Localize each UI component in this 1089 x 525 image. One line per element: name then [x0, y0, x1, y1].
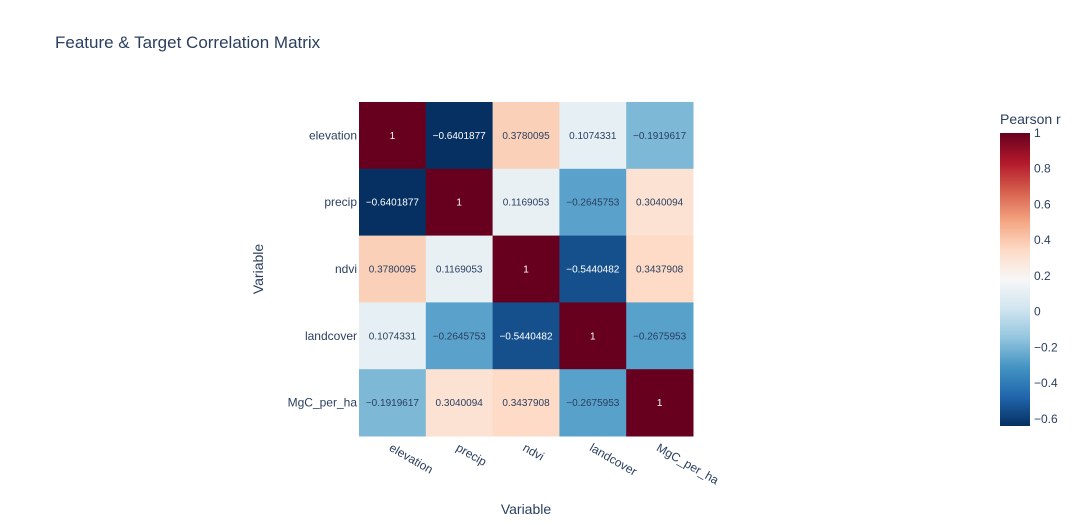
heatmap-cell[interactable]	[559, 302, 627, 370]
cell-value-label: 0.1074331	[369, 331, 417, 342]
x-tick-label: elevation	[387, 440, 436, 476]
cell-value-label: 1	[657, 398, 663, 409]
cell-value-label: 0.3437908	[502, 398, 550, 409]
heatmap-cell[interactable]	[359, 102, 427, 170]
x-tick-label: precip	[454, 440, 490, 469]
x-tick-label: ndvi	[521, 440, 547, 463]
colorbar-ticks: 1 0.8 0.6 0.4 0.2 0 −0.2 −0.4 −0.6	[1034, 126, 1058, 426]
cell-value-label: −0.2675953	[633, 331, 687, 342]
colorbar-tick-label: 0.8	[1034, 162, 1051, 176]
heatmap-cell[interactable]	[492, 168, 560, 237]
x-axis-ticks: elevation precip ndvi landcover MgC_per_ha	[387, 440, 722, 487]
cell-value-label: 0.3780095	[369, 265, 417, 276]
cell-value-label: 0.3040094	[436, 398, 484, 409]
heatmap-cell[interactable]	[559, 369, 627, 437]
cell-value-label: −0.2675953	[566, 398, 620, 409]
y-axis-ticks: elevation precip ndvi landcover MgC_per_ha	[288, 128, 358, 409]
heatmap-cell[interactable]	[492, 369, 560, 437]
colorbar-tick-label: −0.2	[1034, 340, 1058, 354]
heatmap-cell[interactable]	[626, 168, 694, 237]
y-tick-label: precip	[324, 195, 357, 209]
heatmap-cells	[359, 102, 694, 437]
colorbar-tick-label: −0.4	[1034, 376, 1058, 390]
heatmap-cell[interactable]	[492, 102, 560, 170]
cell-value-label: 0.1074331	[569, 131, 617, 142]
heatmap-cell[interactable]	[559, 168, 627, 237]
y-axis-title: Variable	[250, 244, 266, 295]
heatmap-cell[interactable]	[425, 302, 494, 370]
heatmap-cell[interactable]	[492, 235, 560, 303]
heatmap-cell-labels: 1 −0.6401877 0.3780095 0.1074331 −0.1919617 −…	[366, 131, 687, 409]
colorbar-gradient	[1000, 133, 1030, 426]
cell-value-label: 1	[456, 198, 462, 209]
x-tick-label: landcover	[587, 440, 639, 478]
heatmap-cell[interactable]	[425, 102, 494, 170]
heatmap-cell[interactable]	[359, 235, 427, 303]
cell-value-label: −0.5440482	[566, 265, 620, 276]
x-tick-label: MgC_per_ha	[654, 440, 721, 487]
cell-value-label: −0.2645753	[433, 331, 487, 342]
cell-value-label: −0.6401877	[433, 131, 487, 142]
heatmap-cell[interactable]	[425, 369, 494, 437]
heatmap-cell[interactable]	[626, 102, 694, 170]
heatmap-cell[interactable]	[626, 369, 694, 437]
colorbar-tick-label: −0.6	[1034, 412, 1058, 426]
cell-value-label: −0.1919617	[633, 131, 687, 142]
heatmap-cell[interactable]	[359, 168, 427, 237]
heatmap-cell[interactable]	[559, 235, 627, 303]
colorbar-title: Pearson r	[1000, 111, 1061, 127]
colorbar-tick-label: 0.2	[1034, 269, 1051, 283]
cell-value-label: 1	[390, 131, 396, 142]
chart-title: Feature & Target Correlation Matrix	[55, 33, 321, 52]
cell-value-label: −0.1919617	[366, 398, 420, 409]
heatmap-cell[interactable]	[492, 302, 560, 370]
cell-value-label: 0.3040094	[636, 198, 684, 209]
y-tick-label: ndvi	[335, 262, 357, 276]
cell-value-label: 0.3780095	[502, 131, 550, 142]
y-tick-label: landcover	[305, 329, 357, 343]
cell-value-label: 0.1169053	[503, 198, 550, 209]
cell-value-label: −0.2645753	[566, 198, 620, 209]
y-tick-label: MgC_per_ha	[288, 396, 358, 410]
x-axis-title: Variable	[501, 501, 552, 517]
colorbar-tick-label: 0.6	[1034, 197, 1051, 211]
cell-value-label: 0.3437908	[636, 265, 684, 276]
heatmap-cell[interactable]	[425, 235, 494, 303]
cell-value-label: −0.6401877	[366, 198, 420, 209]
heatmap-cell[interactable]	[359, 302, 427, 370]
heatmap-cell[interactable]	[559, 102, 627, 170]
cell-value-label: 0.1169053	[436, 265, 483, 276]
colorbar-tick-label: 1	[1034, 126, 1041, 140]
cell-value-label: 1	[523, 265, 529, 276]
heatmap-cell[interactable]	[626, 235, 694, 303]
cell-value-label: −0.5440482	[499, 331, 553, 342]
heatmap-cell[interactable]	[425, 168, 494, 237]
colorbar: Pearson r 1 0.8 0.6 0.4 0.2 0 −0.2 −0.4 −0.6	[1000, 111, 1061, 426]
colorbar-tick-label: 0.4	[1034, 233, 1051, 247]
cell-value-label: 1	[590, 331, 596, 342]
heatmap-cell[interactable]	[626, 302, 694, 370]
colorbar-tick-label: 0	[1034, 305, 1041, 319]
y-tick-label: elevation	[309, 128, 357, 142]
heatmap-cell[interactable]	[359, 369, 427, 437]
